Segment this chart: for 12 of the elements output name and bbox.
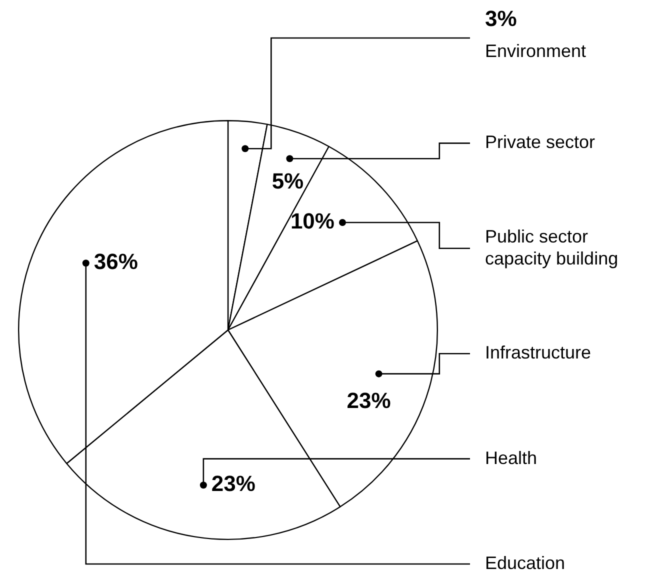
- slice-label: Education: [485, 552, 566, 573]
- slice-label: Infrastructure: [485, 342, 592, 363]
- data-label: 5%: [272, 168, 304, 194]
- data-label: 23%: [211, 471, 256, 496]
- data-label: 3%: [485, 6, 517, 32]
- data-label: 36%: [94, 249, 138, 274]
- slice-label: Health: [485, 448, 538, 468]
- data-label: 10%: [290, 208, 334, 234]
- slice-label: Public sector capacity building: [485, 226, 618, 268]
- slice-label: Private sector: [485, 132, 596, 152]
- data-label: 23%: [346, 388, 391, 413]
- slice-label: Environment: [485, 40, 586, 61]
